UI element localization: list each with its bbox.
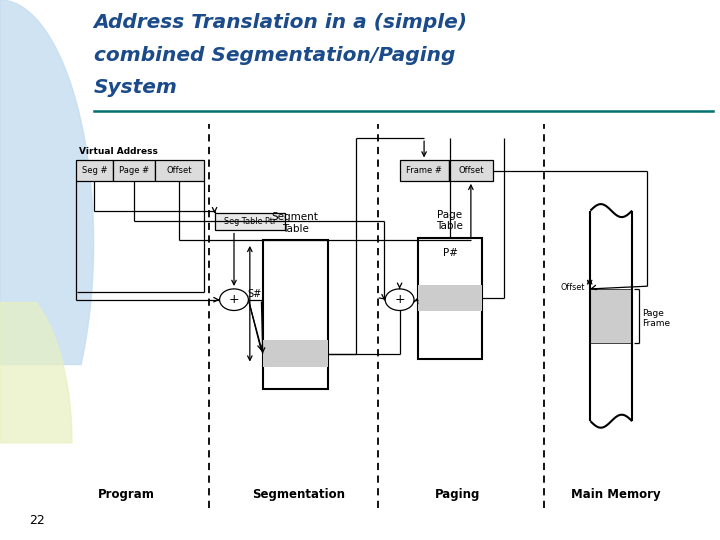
Text: Segment
Table: Segment Table	[271, 212, 319, 234]
Bar	[400, 160, 449, 181]
Text: Offset: Offset	[166, 166, 192, 175]
Text: P#: P#	[443, 248, 457, 258]
Circle shape	[220, 289, 248, 310]
Polygon shape	[0, 0, 94, 364]
Bar	[590, 289, 632, 343]
Text: System: System	[94, 78, 177, 97]
Text: Segmentation: Segmentation	[252, 488, 346, 501]
Text: Program: Program	[98, 488, 154, 501]
Bar	[263, 340, 328, 367]
Text: Frame #: Frame #	[406, 166, 442, 175]
Text: Frame: Frame	[642, 320, 670, 328]
Bar	[113, 160, 155, 181]
Bar	[76, 160, 113, 181]
Polygon shape	[0, 302, 72, 443]
Text: Page: Page	[642, 309, 664, 318]
Circle shape	[385, 289, 414, 310]
Text: Virtual Address: Virtual Address	[79, 147, 158, 156]
Text: Paging: Paging	[434, 488, 480, 501]
Bar	[418, 238, 482, 359]
Text: Offset: Offset	[560, 284, 585, 292]
Text: Page #: Page #	[119, 166, 149, 175]
Text: Offset: Offset	[458, 166, 484, 175]
Bar	[418, 285, 482, 310]
Bar	[263, 240, 328, 389]
Text: +: +	[229, 293, 239, 306]
Text: Seg Table Ptr: Seg Table Ptr	[224, 217, 276, 226]
Text: Address Translation in a (simple): Address Translation in a (simple)	[94, 14, 467, 32]
Bar	[215, 213, 285, 230]
Text: S#: S#	[247, 289, 261, 299]
Text: Seg #: Seg #	[81, 166, 107, 175]
Text: Page
Table: Page Table	[436, 210, 464, 231]
Bar	[155, 160, 204, 181]
Text: combined Segmentation/Paging: combined Segmentation/Paging	[94, 46, 455, 65]
Bar	[449, 160, 493, 181]
Text: Main Memory: Main Memory	[571, 488, 660, 501]
Text: 22: 22	[29, 514, 45, 526]
Text: +: +	[395, 293, 405, 306]
